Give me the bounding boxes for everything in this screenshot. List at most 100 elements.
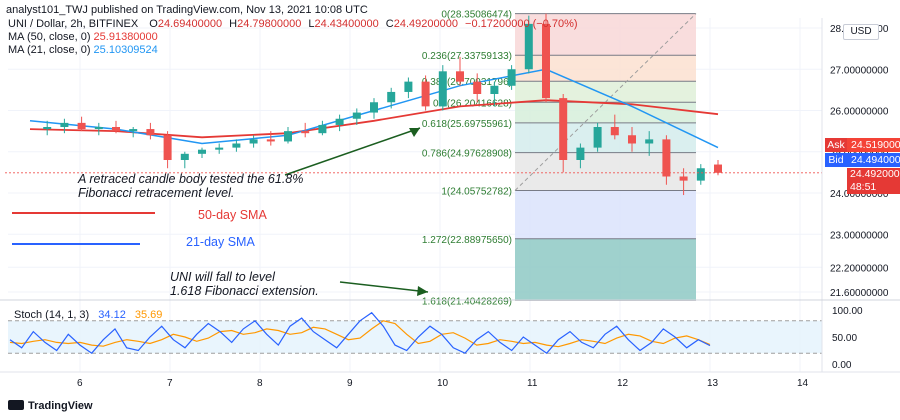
candle-body xyxy=(714,164,722,173)
candle-body xyxy=(284,131,292,142)
stochastic-pane xyxy=(8,311,822,355)
candle-body xyxy=(662,139,671,177)
stoch-legend[interactable]: Stoch (14, 1, 3) 34.12 35.69 xyxy=(14,309,162,321)
retrace-arrow-line xyxy=(284,127,421,176)
stoch-k-line xyxy=(9,311,711,355)
candle-body xyxy=(318,124,327,134)
tv-icon xyxy=(8,400,24,410)
footer-brand: TradingView xyxy=(28,400,93,412)
candlestick-series xyxy=(43,13,722,196)
ma21-value: 25.10309524 xyxy=(93,44,158,56)
fall-arrowhead xyxy=(417,286,428,296)
time-tick-label: 14 xyxy=(797,378,809,389)
stoch-tick-label: 0.00 xyxy=(832,360,852,371)
candle-body xyxy=(628,135,636,144)
candle-body xyxy=(198,149,206,154)
candle-body xyxy=(335,118,344,125)
fib-level-label: 0.5(26.20416628) xyxy=(433,98,512,109)
candle-body xyxy=(576,147,585,160)
fib-level-label: 0.618(25.69755961) xyxy=(422,119,512,130)
time-tick-label: 12 xyxy=(617,378,629,389)
fib-zone-1.272 xyxy=(515,238,696,301)
fall-annotation: UNI will fall to level 1.618 Fibonacci e… xyxy=(170,270,319,298)
price-tick-label: 24.00000000 xyxy=(830,189,889,200)
high-label: H xyxy=(229,18,238,30)
candle-body xyxy=(60,122,69,127)
retrace-arrowhead xyxy=(409,128,420,137)
candle-body xyxy=(129,129,138,132)
bid-value: 24.49400000 xyxy=(847,153,900,167)
fall-annotation-line1: UNI will fall to level xyxy=(170,270,275,284)
ask-value: 24.51900000 xyxy=(847,138,900,152)
candle-body xyxy=(696,168,705,181)
candle-body xyxy=(507,69,516,86)
retrace-annotation-line2: Fibonacci retracement level. xyxy=(78,186,235,200)
drawing-overlays xyxy=(5,127,822,296)
candle-body xyxy=(249,139,258,144)
low-value: 24.43400000 xyxy=(314,18,379,30)
candle-body xyxy=(370,102,378,113)
fib-level-label: 1.272(22.88975650) xyxy=(422,235,512,246)
candle-body xyxy=(146,129,155,136)
candle-body xyxy=(163,135,172,160)
bar-countdown: 48:51 xyxy=(850,181,877,193)
fib-trendline xyxy=(514,13,697,191)
candle-body xyxy=(679,176,688,181)
retrace-annotation-line1: A retraced candle body tested the 61.8% xyxy=(78,172,304,186)
candle-body xyxy=(232,143,241,148)
ma21-legend[interactable]: MA (21, close, 0) 25.10309524 xyxy=(8,44,158,56)
last-price-tag: 24.49200000 48:51 xyxy=(847,168,900,194)
price-tick-label: 23.00000000 xyxy=(830,230,889,241)
time-tick-label: 8 xyxy=(257,378,263,389)
symbol-title: UNI / Dollar, 2h, BITFINEX xyxy=(8,18,139,30)
candle-body xyxy=(266,139,275,142)
low-label: L xyxy=(308,18,315,30)
stoch-tick-label: 50.00 xyxy=(832,333,857,344)
time-tick-label: 13 xyxy=(707,378,719,389)
bid-label: Bid xyxy=(828,154,844,166)
price-tick-label: 26.00000000 xyxy=(830,107,889,118)
high-value: 24.79800000 xyxy=(237,18,302,30)
sma21-annotation: 21-day SMA xyxy=(186,235,255,249)
time-tick-label: 7 xyxy=(167,378,173,389)
ma50-legend[interactable]: MA (50, close, 0) 25.91380000 xyxy=(8,31,158,43)
fib-level-label: 0.786(24.97628908) xyxy=(422,149,512,160)
close-label: C xyxy=(385,18,394,30)
fib-zone-1 xyxy=(515,190,696,239)
stoch-d-line xyxy=(9,320,711,348)
price-tick-label: 21.60000000 xyxy=(830,288,889,299)
candle-body xyxy=(94,127,103,130)
candle-body xyxy=(490,85,499,94)
ma21-label: MA (21, close, 0) xyxy=(8,44,91,56)
time-tick-label: 11 xyxy=(527,378,538,389)
price-tick-label: 22.20000000 xyxy=(830,263,889,274)
fall-arrow-line xyxy=(339,281,429,293)
time-tick-label: 9 xyxy=(347,378,353,389)
candle-body xyxy=(180,153,189,160)
ma50-value: 25.91380000 xyxy=(93,31,158,43)
fib-zone-0.5 xyxy=(515,102,696,123)
candle-body xyxy=(524,23,533,70)
ma50-label: MA (50, close, 0) xyxy=(8,31,91,43)
symbol-legend[interactable]: UNI / Dollar, 2h, BITFINEX O24.69400000 … xyxy=(8,18,578,30)
candle-body xyxy=(473,81,482,94)
change-value: −0.17200000 (−0.70%) xyxy=(465,18,578,30)
last-price-value: 24.49200000 xyxy=(850,168,900,180)
tradingview-logo[interactable]: TradingView xyxy=(8,400,93,412)
time-tick-label: 6 xyxy=(77,378,83,389)
candle-body xyxy=(112,127,120,132)
candle-body xyxy=(215,147,224,150)
stoch-k-value: 34.12 xyxy=(98,309,126,321)
time-tick-label: 10 xyxy=(437,378,449,389)
fibonacci-retracement[interactable]: 0(28.35086474) 0.236(27.33759133) 0.382(26… xyxy=(422,10,697,308)
candle-body xyxy=(301,131,310,134)
candle-body xyxy=(387,91,396,103)
fib-level-label: 0.236(27.33759133) xyxy=(422,51,512,62)
candle-body xyxy=(77,122,86,130)
currency-button[interactable]: USD xyxy=(843,24,879,40)
candle-body xyxy=(404,81,413,92)
open-value: 24.69400000 xyxy=(157,18,223,30)
sma50-annotation: 50-day SMA xyxy=(198,208,267,222)
